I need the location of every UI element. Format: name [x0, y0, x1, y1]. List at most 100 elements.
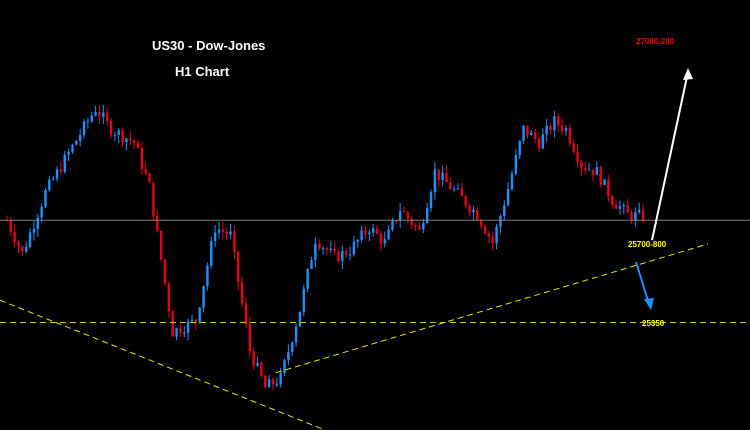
candle-body — [240, 282, 244, 304]
candle-body — [425, 208, 429, 224]
candle-body — [287, 351, 290, 361]
candle-body — [318, 243, 321, 249]
candle-body — [171, 311, 174, 337]
candle-body — [71, 144, 74, 152]
candle-body — [28, 232, 32, 247]
candle-body — [468, 205, 471, 213]
candle-body — [237, 251, 240, 283]
candle-body — [398, 211, 402, 221]
candle-body — [117, 130, 120, 135]
candle-body — [132, 140, 136, 143]
candle-body — [75, 140, 78, 145]
candle-body — [437, 169, 440, 180]
candle-body — [148, 173, 151, 183]
candle-body — [341, 250, 344, 261]
candle-body — [248, 324, 252, 352]
candle-body — [580, 162, 583, 168]
candle-body — [109, 120, 113, 136]
candle-body — [449, 182, 452, 190]
candle-body — [206, 265, 209, 287]
candle-body — [264, 376, 267, 388]
candle-body — [345, 250, 348, 255]
candle-body — [225, 231, 228, 235]
support-level-label: 25350 — [642, 319, 665, 328]
candle-body — [545, 125, 548, 135]
candle-body — [105, 112, 109, 121]
candle-body — [333, 248, 336, 252]
candle-body — [32, 228, 36, 233]
candle-body — [291, 342, 294, 352]
candle-body — [537, 138, 541, 149]
candle-body — [256, 362, 259, 366]
candle-body — [294, 326, 298, 343]
candle-body — [21, 246, 24, 252]
candle-body — [144, 168, 147, 174]
candle-body — [576, 152, 579, 163]
candle-body — [48, 179, 51, 191]
candle-body — [476, 210, 479, 220]
candle-body — [210, 240, 213, 266]
candle-body — [202, 286, 205, 308]
candle-body — [78, 135, 82, 141]
candle-body — [183, 332, 186, 334]
candle-body — [113, 134, 117, 136]
candle-body — [368, 232, 371, 235]
candle-body — [564, 127, 568, 131]
candle-body — [325, 248, 329, 251]
candle-body — [472, 210, 475, 213]
candle-body — [310, 260, 313, 269]
candle-body — [9, 220, 12, 232]
pivot-level-label: 25700-800 — [628, 240, 667, 249]
candle-body — [337, 251, 340, 261]
chart-annotations — [0, 68, 750, 430]
candle-body — [44, 190, 47, 207]
up-arrow-shaft — [651, 71, 689, 241]
candle-body — [445, 172, 448, 183]
candle-body — [518, 140, 521, 156]
candle-body — [595, 167, 599, 175]
candle-body — [140, 148, 144, 169]
candlestick-series — [5, 104, 645, 390]
candle-body — [267, 379, 271, 388]
candle-body — [194, 319, 198, 323]
candle-body — [279, 373, 282, 385]
candle-body — [591, 169, 595, 175]
candle-body — [514, 155, 518, 174]
candle-body — [163, 259, 167, 284]
candle-body — [260, 362, 263, 377]
candle-body — [603, 179, 606, 186]
candle-body — [167, 283, 171, 312]
candle-body — [506, 189, 510, 206]
candle-body — [352, 241, 356, 255]
candle-body — [186, 321, 190, 333]
candle-body — [479, 219, 483, 227]
chart-title: US30 - Dow-Jones — [152, 38, 266, 53]
candle-body — [364, 230, 367, 235]
candle-body — [553, 116, 556, 131]
candle-body — [55, 169, 59, 179]
candle-body — [13, 231, 16, 243]
candle-body — [560, 125, 564, 131]
candle-body — [626, 205, 629, 213]
candle-body — [641, 209, 645, 221]
candle-body — [584, 167, 587, 170]
candle-body — [152, 182, 155, 217]
candle-body — [614, 204, 618, 209]
candle-body — [271, 379, 275, 385]
candle-body — [17, 242, 20, 247]
candle-body — [526, 125, 529, 136]
candle-body — [67, 151, 70, 155]
candle-body — [541, 134, 545, 149]
candle-body — [503, 205, 506, 217]
candle-body — [190, 319, 194, 322]
candle-body — [483, 226, 487, 234]
candle-body — [306, 268, 309, 289]
candle-body — [414, 224, 417, 227]
candle-body — [36, 217, 39, 229]
candle-body — [90, 115, 93, 122]
candle-body — [549, 125, 552, 131]
candle-body — [102, 112, 105, 117]
candle-body — [460, 188, 464, 196]
candle-body — [530, 132, 533, 136]
candle-body — [252, 351, 255, 366]
